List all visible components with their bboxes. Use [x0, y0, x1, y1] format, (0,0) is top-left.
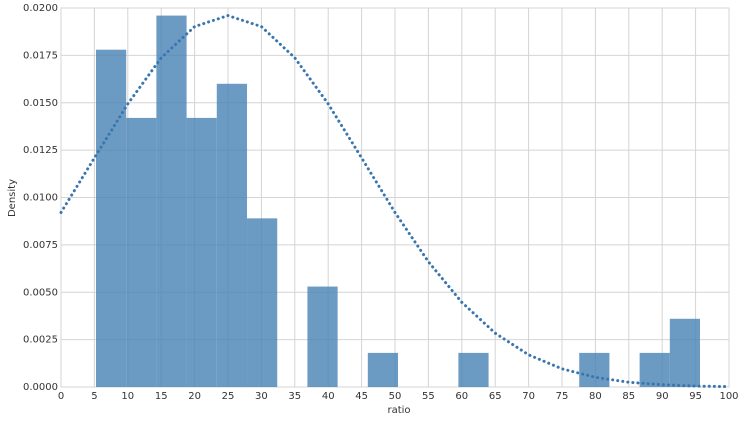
bar — [96, 49, 127, 387]
bar — [458, 352, 489, 387]
x-tick-label: 25 — [222, 391, 235, 402]
bar — [126, 117, 157, 387]
bar — [307, 286, 338, 387]
y-tick-label: 0.0100 — [23, 193, 58, 204]
y-tick-label: 0.0025 — [23, 335, 58, 346]
x-tick-label: 90 — [656, 391, 669, 402]
bar — [186, 117, 217, 387]
x-tick-label: 95 — [689, 391, 702, 402]
x-tick-label: 30 — [255, 391, 268, 402]
x-tick-label: 70 — [522, 391, 535, 402]
y-tick-label: 0.0000 — [23, 382, 58, 393]
bar — [579, 352, 610, 387]
y-axis-label: Density — [7, 179, 18, 217]
x-tick-label: 60 — [455, 391, 468, 402]
x-tick-label: 100 — [719, 391, 738, 402]
bar — [639, 352, 670, 387]
x-axis-label: ratio — [387, 405, 410, 416]
x-tick-label: 20 — [188, 391, 201, 402]
y-tick-label: 0.0150 — [23, 98, 58, 109]
x-tick-label: 45 — [355, 391, 368, 402]
bar — [156, 15, 187, 388]
y-tick-label: 0.0200 — [23, 3, 58, 14]
x-tick-label: 0 — [58, 391, 64, 402]
x-tick-label: 65 — [489, 391, 502, 402]
y-tick-label: 0.0075 — [23, 240, 58, 251]
bar — [216, 83, 248, 388]
x-tick-label: 5 — [91, 391, 97, 402]
bar — [367, 352, 399, 387]
x-tick-label: 15 — [155, 391, 168, 402]
x-tick-label: 40 — [322, 391, 335, 402]
bar — [669, 318, 701, 387]
x-tick-label: 55 — [422, 391, 435, 402]
density-curve — [59, 14, 731, 389]
x-tick-label: 75 — [556, 391, 569, 402]
y-tick-label: 0.0125 — [23, 145, 58, 156]
bar — [247, 218, 278, 387]
y-tick-label: 0.0175 — [23, 50, 58, 61]
x-tick-label: 35 — [288, 391, 301, 402]
x-tick-label: 80 — [589, 391, 602, 402]
x-tick-label: 50 — [389, 391, 402, 402]
y-tick-label: 0.0050 — [23, 287, 58, 298]
x-tick-label: 10 — [121, 391, 134, 402]
x-tick-label: 85 — [622, 391, 635, 402]
